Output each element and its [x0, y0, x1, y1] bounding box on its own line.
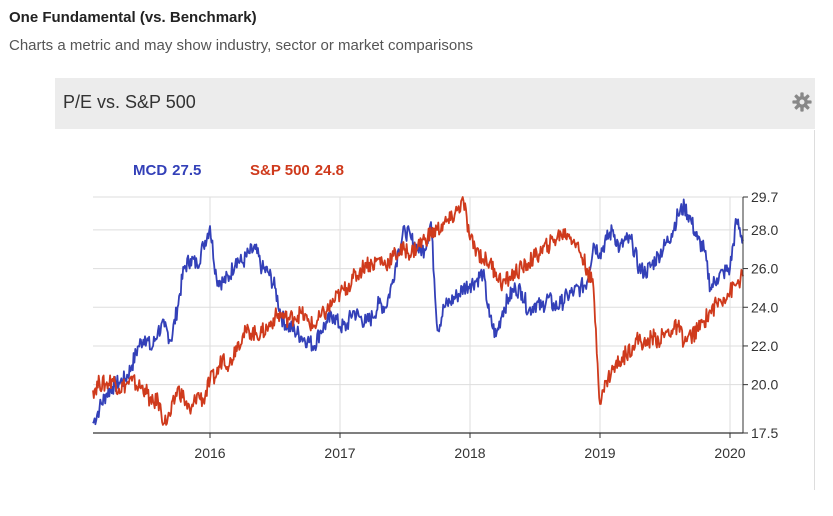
x-tick-label: 2019 — [584, 445, 615, 461]
y-tick-label: 17.5 — [751, 425, 778, 441]
y-tick-label: 22.0 — [751, 338, 778, 354]
x-tick-label: 2017 — [324, 445, 355, 461]
chart-grid — [93, 196, 743, 434]
legend-name: MCD — [133, 162, 167, 179]
x-tick-label: 2018 — [454, 445, 485, 461]
legend-name: S&P 500 — [250, 162, 310, 179]
y-tick-label: 24.0 — [751, 299, 778, 315]
legend-item-mcd: MCD 27.5 — [133, 162, 201, 179]
chart-right-border — [814, 130, 815, 490]
x-tick-label: 2016 — [194, 445, 225, 461]
y-tick-label: 29.7 — [751, 189, 778, 205]
pe-chart: 29.7 28.0 26.0 24.0 22.0 20.0 17.5 2016 2017 2018… — [0, 130, 815, 490]
legend-value: 24.8 — [315, 162, 344, 179]
pe-chart-svg: 29.7 28.0 26.0 24.0 22.0 20.0 17.5 2016 2017 2018… — [92, 162, 778, 461]
page-title: One Fundamental (vs. Benchmark) — [9, 9, 257, 26]
legend-value: 27.5 — [172, 162, 201, 179]
chart-axes: 29.7 28.0 26.0 24.0 22.0 20.0 17.5 2016 2017 2018… — [93, 189, 778, 461]
sp500-series-line — [92, 196, 744, 426]
legend-item-sp500: S&P 500 24.8 — [250, 162, 344, 179]
y-tick-label: 28.0 — [751, 222, 778, 238]
page-subtitle: Charts a metric and may show industry, s… — [9, 37, 474, 54]
mcd-series-line — [92, 198, 744, 426]
x-tick-label: 2020 — [714, 445, 745, 461]
gear-icon-glyph — [792, 92, 812, 112]
y-tick-label: 20.0 — [751, 377, 778, 393]
gear-icon[interactable] — [789, 89, 815, 115]
chart-legend: MCD 27.5 S&P 500 24.8 — [133, 162, 344, 179]
widget-title: P/E vs. S&P 500 — [63, 92, 196, 112]
chart-series — [92, 196, 744, 426]
widget-header: P/E vs. S&P 500 — [55, 78, 815, 129]
y-tick-label: 26.0 — [751, 261, 778, 277]
